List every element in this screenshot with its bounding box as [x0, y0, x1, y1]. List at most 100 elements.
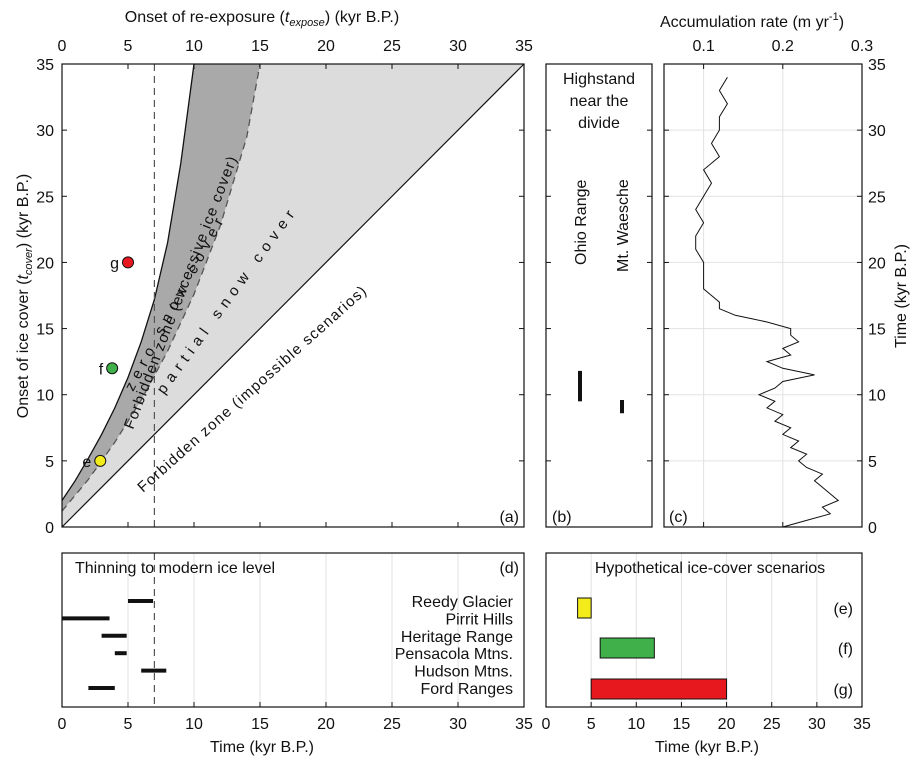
- panel-label-b: (b): [552, 509, 572, 526]
- y-tick-label: 5: [45, 454, 54, 471]
- site-label-0: Reedy Glacier: [412, 594, 514, 611]
- thinning-title: Thinning to modern ice level: [75, 560, 275, 577]
- scenario-point-g: [122, 256, 134, 269]
- x-tick-label-d: 35: [515, 716, 533, 733]
- site-label-4: Hudson Mtns.: [414, 664, 513, 681]
- x-tick-label-top: 30: [449, 38, 467, 55]
- y-tick-label-c: 10: [868, 388, 886, 405]
- highstand-title-line1: Highstand: [563, 71, 635, 88]
- y-tick-label: 30: [36, 123, 54, 140]
- x-tick-label-d: 10: [185, 716, 203, 733]
- panel-b-frame: [545, 63, 653, 528]
- accumulation-rate-line: [695, 76, 840, 528]
- scenario-label-1: (f): [838, 641, 853, 658]
- mt-waesche-label: Mt. Waesche: [615, 179, 632, 272]
- scenarios-title: Hypothetical ice-cover scenarios: [595, 560, 825, 577]
- x-tick-label-top: 20: [317, 38, 335, 55]
- scenario-bar-2: [590, 678, 728, 700]
- y-tick-label-c: 25: [868, 189, 886, 206]
- upper-boundary-line: [61, 63, 195, 501]
- x-tick-label-top: 35: [515, 38, 533, 55]
- scenario-label-2: (g): [833, 682, 853, 699]
- x-tick-label-c: 0.2: [772, 38, 794, 55]
- x-tick-label-d: 0: [58, 716, 67, 733]
- panel-e-ticks: 0 5 10 15 20 25 30 35: [542, 702, 871, 733]
- x-tick-label-d: 25: [383, 716, 401, 733]
- panel-d-frame: [61, 552, 525, 708]
- highstand-bars: [578, 370, 624, 414]
- panel-c-ticks: 0.1 0.2 0.3 0 5 10 15 20 25 30 35: [664, 38, 886, 537]
- mid-boundary-dashed-line: [61, 63, 261, 512]
- x-tick-label-c: 0.1: [692, 38, 714, 55]
- y-tick-label: 20: [36, 255, 54, 272]
- y-tick-label-c: 20: [868, 255, 886, 272]
- scenario-point-label-g: g: [110, 255, 119, 272]
- x-tick-label-e: 15: [673, 716, 691, 733]
- x-tick-label-e: 10: [627, 716, 645, 733]
- panel-b: Highstand near the divide Ohio Range Mt.…: [545, 63, 653, 528]
- panel-d-grid: [127, 553, 459, 707]
- panel-a-frame: [61, 63, 525, 528]
- y-tick-label-c: 0: [868, 520, 877, 537]
- x-tick-label-d: 5: [124, 716, 133, 733]
- panel-b-grid: [546, 129, 652, 462]
- x-tick-label-e: 25: [763, 716, 781, 733]
- panel-e-frame: [545, 552, 863, 708]
- x-tick-label-c: 0.3: [851, 38, 873, 55]
- highstand-title-line3: divide: [578, 115, 620, 132]
- x-tick-label-top: 10: [185, 38, 203, 55]
- scenario-label-0: (e): [833, 601, 853, 618]
- scenario-labels: (e) (f) (g): [833, 601, 853, 699]
- y-tick-label-c: 5: [868, 454, 877, 471]
- y-tick-label-c: 30: [868, 123, 886, 140]
- x-tick-label-e: 0: [542, 716, 551, 733]
- panel-label-c: (c): [669, 509, 688, 526]
- site-label-3: Pensacola Mtns.: [395, 646, 513, 663]
- scenario-point-label-e: e: [82, 454, 91, 471]
- x-tick-label-top: 25: [383, 38, 401, 55]
- site-label-2: Heritage Range: [401, 629, 513, 646]
- scenario-bar-1: [599, 637, 655, 659]
- scenario-bars: [577, 597, 728, 700]
- xlabel-top-a: Onset of re-exposure (texpose) (kyr B.P.…: [125, 9, 399, 29]
- panel-label-d: (d): [499, 560, 519, 577]
- scenario-points: g f e: [82, 255, 134, 471]
- x-tick-label-e: 35: [853, 716, 871, 733]
- x-tick-label-top: 15: [251, 38, 269, 55]
- x-tick-label-d: 20: [317, 716, 335, 733]
- xlabel-d: Time (kyr B.P.): [210, 739, 314, 756]
- y-tick-label: 15: [36, 322, 54, 339]
- ylabel-right-c: Time (kyr B.P.): [893, 244, 910, 348]
- highstand-title-line2: near the: [570, 93, 629, 110]
- y-tick-label: 25: [36, 189, 54, 206]
- zero-snow-cover-region: [62, 64, 260, 512]
- ohio-range-label: Ohio Range: [573, 180, 590, 265]
- scenario-point-e: [94, 454, 107, 467]
- y-tick-label: 35: [36, 57, 54, 74]
- x-tick-label-e: 5: [587, 716, 596, 733]
- scenario-point-f: [106, 362, 119, 375]
- site-label-5: Ford Ranges: [421, 681, 514, 698]
- y-tick-label: 0: [45, 520, 54, 537]
- site-label-1: Pirrit Hills: [445, 611, 513, 628]
- x-tick-label-e: 30: [808, 716, 826, 733]
- xlabel-e: Time (kyr B.P.): [655, 739, 759, 756]
- xlabel-top-c: Accumulation rate (m yr-1): [660, 11, 844, 31]
- y-tick-label: 10: [36, 388, 54, 405]
- scenario-bar-0: [577, 597, 592, 619]
- scenario-point-label-f: f: [99, 361, 104, 378]
- x-tick-label-top: 5: [124, 38, 133, 55]
- thinning-bars: [62, 599, 167, 690]
- panel-c: 0.1 0.2 0.3 0 5 10 15 20 25 30 35 Accumulation rat…: [660, 11, 910, 537]
- panel-label-a: (a): [499, 509, 519, 526]
- x-tick-label-d: 15: [251, 716, 269, 733]
- lower-boundary-line: [61, 63, 525, 528]
- x-tick-label-d: 30: [449, 716, 467, 733]
- panel-c-frame: [663, 63, 863, 528]
- panel-e: (e) (f) (g) 0 5 10 15 20 25 30 35 Hypothetical ic…: [542, 552, 871, 756]
- panel-c-grid: [664, 63, 863, 528]
